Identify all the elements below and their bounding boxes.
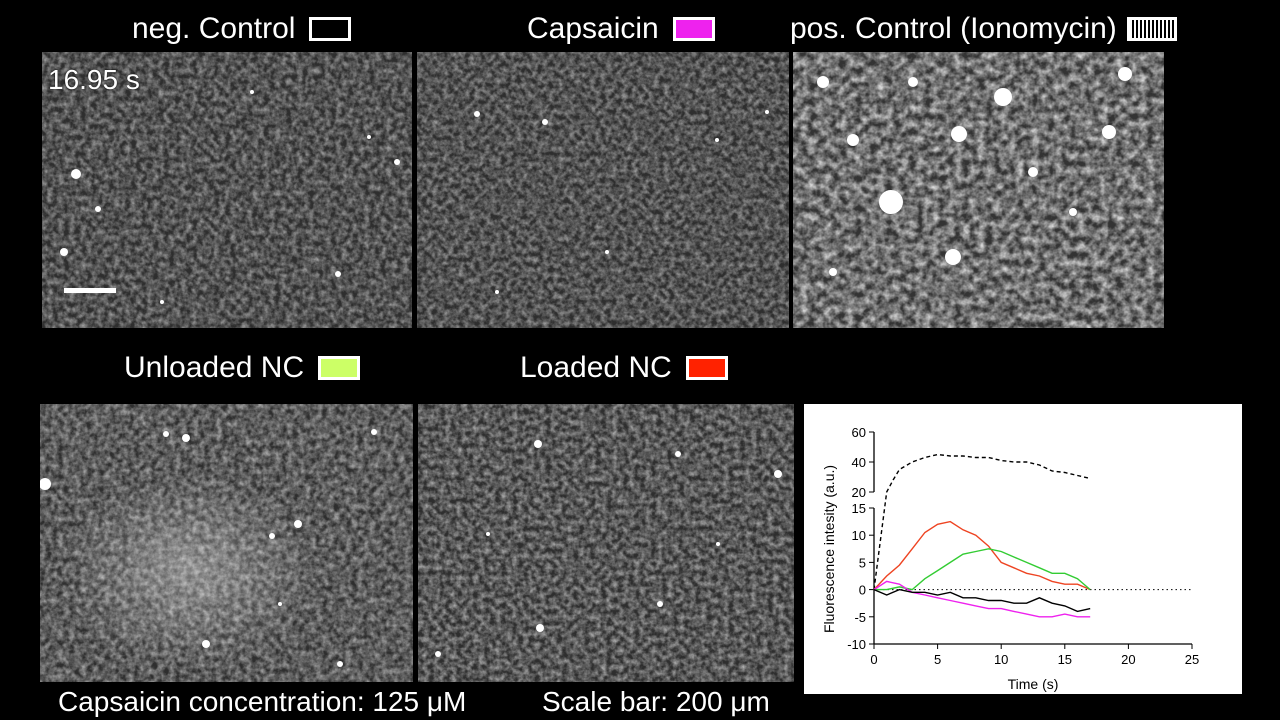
scale-bar	[64, 288, 116, 293]
neg-control-swatch	[309, 17, 352, 41]
y-tick-label-lower: 10	[852, 528, 866, 543]
y-tick-label-upper: 60	[852, 425, 866, 440]
loaded-nc-image	[418, 404, 794, 682]
loaded-nc-swatch	[685, 356, 728, 380]
y-tick-label-lower: 0	[859, 583, 866, 598]
pos-control-label: pos. Control (Ionomycin)	[790, 12, 1177, 46]
chart-ylabel: Fluorescence intesity (a.u.)	[821, 465, 837, 633]
pos-control-swatch	[1126, 17, 1177, 41]
x-tick-label: 5	[934, 652, 941, 667]
neg-control-label: neg. Control	[132, 12, 352, 46]
y-tick-label-upper: 20	[852, 485, 866, 500]
timestamp: 16.95 s	[48, 64, 140, 95]
neg-control-image	[42, 52, 412, 328]
pos-control-image	[793, 52, 1164, 328]
loaded-nc-label: Loaded NC	[520, 351, 728, 385]
unloaded-nc-swatch	[318, 356, 361, 380]
x-tick-label: 0	[870, 652, 877, 667]
x-tick-label: 15	[1058, 652, 1072, 667]
series-line-3	[873, 580, 1091, 618]
capsaicin-image	[417, 52, 789, 328]
series-line-1	[873, 520, 1091, 591]
x-tick-label: 25	[1185, 652, 1199, 667]
scale-info: Scale bar: 200 μm	[542, 686, 770, 717]
series-line-4	[873, 588, 1091, 613]
capsaicin-label: Capsaicin	[527, 12, 715, 46]
unloaded-nc-label: Unloaded NC	[124, 351, 361, 385]
fluorescence-chart: -10 -5 0 5 10 15 20 40 60 0 5 10 15 20 25 Fluorescence…	[804, 404, 1242, 694]
series-line-2	[874, 548, 1091, 591]
capsaicin-swatch	[672, 17, 715, 41]
x-tick-label: 20	[1121, 652, 1135, 667]
chart-series	[873, 453, 1091, 618]
chart-xlabel: Time (s)	[1008, 676, 1059, 692]
y-tick-label-lower: -10	[847, 637, 866, 652]
unloaded-nc-image	[40, 404, 413, 682]
y-tick-label-lower: -5	[854, 610, 866, 625]
y-tick-label-lower: 15	[852, 501, 866, 516]
y-tick-label-upper: 40	[852, 455, 866, 470]
series-line-0	[873, 453, 1091, 590]
capsaicin-concentration: Capsaicin concentration: 125 μM	[58, 686, 467, 717]
y-tick-label-lower: 5	[859, 555, 866, 570]
x-tick-label: 10	[994, 652, 1008, 667]
